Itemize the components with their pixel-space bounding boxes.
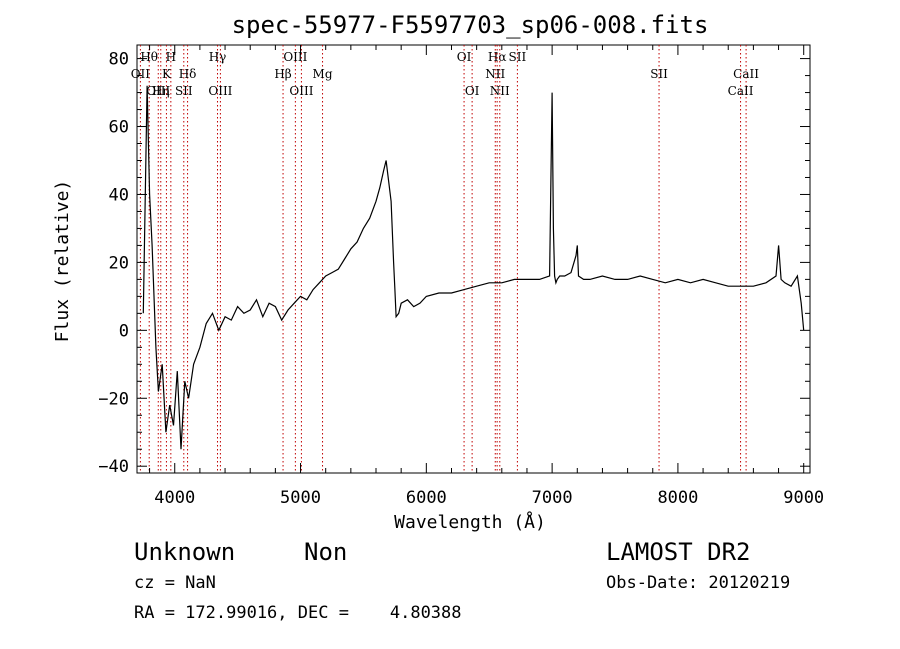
spectral-line-label: Mg [313, 67, 333, 81]
y-tick-label: −20 [98, 389, 129, 409]
spectrum-line [142, 85, 805, 450]
x-tick-label: 4000 [154, 488, 195, 508]
spectral-line-label: CaII [728, 84, 754, 98]
spectral-line-label: Hθ [140, 50, 158, 64]
spectral-line-label: K [162, 67, 172, 81]
y-tick-label: 80 [109, 50, 129, 70]
spectral-line-label: OI [457, 50, 472, 64]
spectral-line-label: OIII [289, 84, 313, 98]
plot-frame [136, 44, 811, 474]
y-tick-label: 0 [119, 321, 129, 341]
x-tick-label: 6000 [406, 488, 447, 508]
chart-title: spec-55977-F5597703_sp06-008.fits [232, 11, 709, 39]
spectral-line-label: SII [509, 50, 527, 64]
spectrum-chart: spec-55977-F5597703_sp06-008.fits OII Hθ O… [52, 11, 824, 533]
spectral-line-label: OIII [208, 84, 232, 98]
spectral-line-label: Hη [152, 84, 170, 98]
spectral-line-label: Hα [488, 50, 507, 64]
spectral-line-label: OII [131, 67, 151, 81]
y-tick-label: 20 [109, 253, 129, 273]
observation-date: Obs-Date: 20120219 [606, 573, 791, 593]
x-axis-label: Wavelength (Å) [394, 511, 546, 533]
x-tick-label: 7000 [532, 488, 573, 508]
spectral-line-label: Hγ [209, 50, 227, 64]
redshift-value: cz = NaN [134, 573, 216, 593]
y-tick-label: 40 [109, 185, 129, 205]
spectral-line-label: SII [650, 67, 668, 81]
spectral-line-label: OI [465, 84, 480, 98]
y-axis-label: Flux (relative) [52, 180, 73, 343]
spectral-line-label: CaII [733, 67, 759, 81]
spectral-line-label: NII [485, 67, 505, 81]
y-tick-label: −40 [98, 457, 129, 477]
spectral-line-label: Hδ [179, 67, 197, 81]
coordinates: RA = 172.99016, DEC = 4.80388 [134, 603, 462, 623]
x-tick-label: 9000 [783, 488, 824, 508]
survey-name: LAMOST DR2 [606, 538, 751, 566]
x-tick-label: 8000 [657, 488, 698, 508]
spectral-line-label: SII [175, 84, 193, 98]
spectral-line-label: Hβ [274, 67, 291, 81]
object-class: Unknown [134, 538, 236, 566]
y-tick-label: 60 [109, 118, 129, 138]
x-tick-label: 5000 [280, 488, 321, 508]
spectral-line-label: NII [490, 84, 510, 98]
object-subclass: Non [304, 538, 348, 566]
axis-ticks: 4000 5000 6000 7000 8000 9000 −40 −20 0 20 40 60 80 [98, 45, 824, 508]
spectral-line-label: OIII [146, 84, 170, 98]
spectral-line-label: H [166, 50, 176, 64]
spectral-line-label: OIII [283, 50, 307, 64]
